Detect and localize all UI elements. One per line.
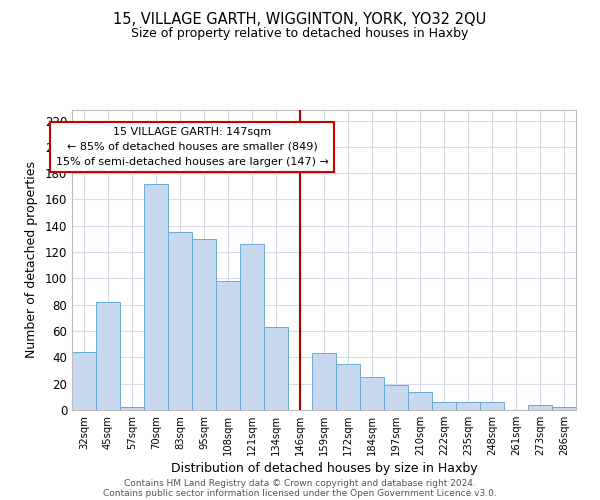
Bar: [312, 354, 336, 410]
Bar: [408, 392, 432, 410]
Bar: [192, 239, 216, 410]
Bar: [384, 385, 408, 410]
Bar: [336, 364, 360, 410]
Bar: [480, 402, 504, 410]
Bar: [528, 404, 552, 410]
Bar: [168, 232, 192, 410]
Bar: [120, 408, 144, 410]
Text: Contains public sector information licensed under the Open Government Licence v3: Contains public sector information licen…: [103, 488, 497, 498]
X-axis label: Distribution of detached houses by size in Haxby: Distribution of detached houses by size …: [170, 462, 478, 475]
Bar: [456, 402, 480, 410]
Text: Size of property relative to detached houses in Haxby: Size of property relative to detached ho…: [131, 28, 469, 40]
Bar: [552, 408, 576, 410]
Text: 15 VILLAGE GARTH: 147sqm
← 85% of detached houses are smaller (849)
15% of semi-: 15 VILLAGE GARTH: 147sqm ← 85% of detach…: [56, 127, 328, 166]
Bar: [432, 402, 456, 410]
Bar: [240, 244, 264, 410]
Bar: [72, 352, 96, 410]
Bar: [144, 184, 168, 410]
Text: Contains HM Land Registry data © Crown copyright and database right 2024.: Contains HM Land Registry data © Crown c…: [124, 478, 476, 488]
Bar: [360, 377, 384, 410]
Y-axis label: Number of detached properties: Number of detached properties: [25, 162, 38, 358]
Bar: [264, 327, 288, 410]
Bar: [96, 302, 120, 410]
Bar: [216, 281, 240, 410]
Text: 15, VILLAGE GARTH, WIGGINTON, YORK, YO32 2QU: 15, VILLAGE GARTH, WIGGINTON, YORK, YO32…: [113, 12, 487, 28]
